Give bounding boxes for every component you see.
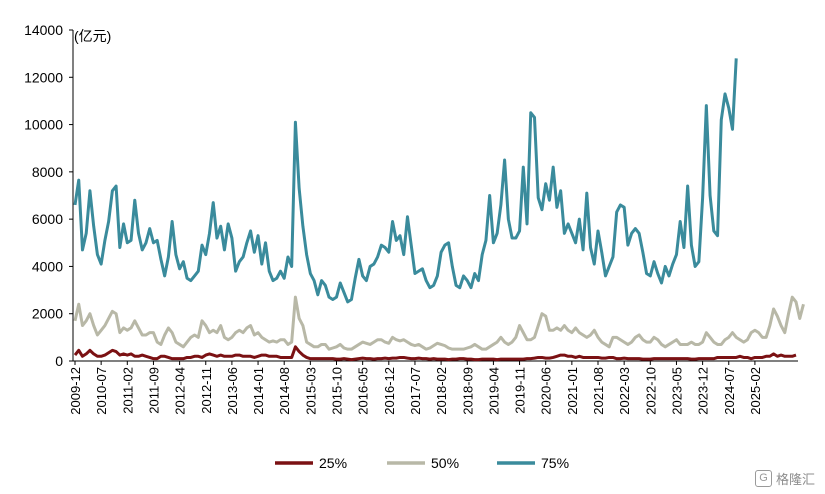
watermark: G 格隆汇 — [754, 469, 815, 488]
x-tick-label: 2013-06 — [225, 367, 240, 415]
watermark-logo-icon: G — [754, 470, 772, 487]
x-tick-label: 2023-05 — [669, 367, 684, 415]
y-tick-label: 6000 — [32, 211, 63, 227]
x-tick-label: 2012-11 — [199, 367, 214, 414]
x-tick-label: 2022-10 — [643, 367, 658, 415]
y-tick-label: 12000 — [24, 69, 63, 85]
x-tick-label: 2009-12 — [68, 367, 83, 415]
x-tick-label: 2011-09 — [146, 367, 161, 414]
y-tick-label: 10000 — [24, 117, 63, 133]
x-tick-label: 2015-03 — [303, 367, 318, 415]
series-line-75pct — [73, 58, 738, 304]
legend: 25% 50% 75% — [275, 455, 569, 471]
y-tick-label: 14000 — [24, 22, 63, 38]
tick-labels: 0 2000 4000 6000 8000 10000 12000 14000 (亿元) 2009… — [24, 22, 763, 415]
x-tick-label: 2019-11 — [513, 367, 528, 414]
x-tick-label: 2016-12 — [382, 367, 397, 415]
x-tick-label: 2018-09 — [460, 367, 475, 415]
x-tick-label: 2025-02 — [748, 367, 763, 415]
x-tick-label: 2022-03 — [617, 367, 632, 415]
x-tick-label: 2017-07 — [408, 367, 423, 415]
watermark-text: 格隆汇 — [775, 472, 815, 487]
x-tick-label: 2024-07 — [722, 367, 737, 415]
y-tick-label: 4000 — [32, 258, 63, 274]
x-tick-label: 2015-10 — [330, 367, 345, 415]
x-tick-label: 2023-12 — [696, 367, 711, 415]
x-tick-label: 2014-01 — [251, 367, 266, 415]
y-unit-label: (亿元) — [74, 28, 111, 44]
x-tick-label: 2020-06 — [539, 367, 554, 415]
x-tick-label: 2011-02 — [120, 367, 135, 414]
x-tick-label: 2021-01 — [565, 367, 580, 415]
x-tick-label: 2010-07 — [94, 367, 109, 415]
x-tick-label: 2018-02 — [434, 367, 449, 415]
series-group — [73, 58, 805, 362]
x-tick-label: 2021-08 — [591, 367, 606, 415]
legend-label: 25% — [319, 455, 347, 471]
x-tick-label: 2016-05 — [356, 367, 371, 415]
y-tick-label: 0 — [55, 353, 63, 369]
x-tick-label: 2012-04 — [173, 367, 188, 415]
y-tick-label: 2000 — [32, 306, 63, 322]
series-line-25pct — [73, 345, 797, 362]
series-line-50pct — [73, 295, 805, 351]
x-tick-label: 2014-08 — [277, 367, 292, 415]
y-tick-label: 8000 — [32, 164, 63, 180]
legend-label: 50% — [431, 455, 459, 471]
x-tick-label: 2019-04 — [486, 367, 501, 415]
axes — [69, 29, 798, 365]
legend-label: 75% — [541, 455, 569, 471]
